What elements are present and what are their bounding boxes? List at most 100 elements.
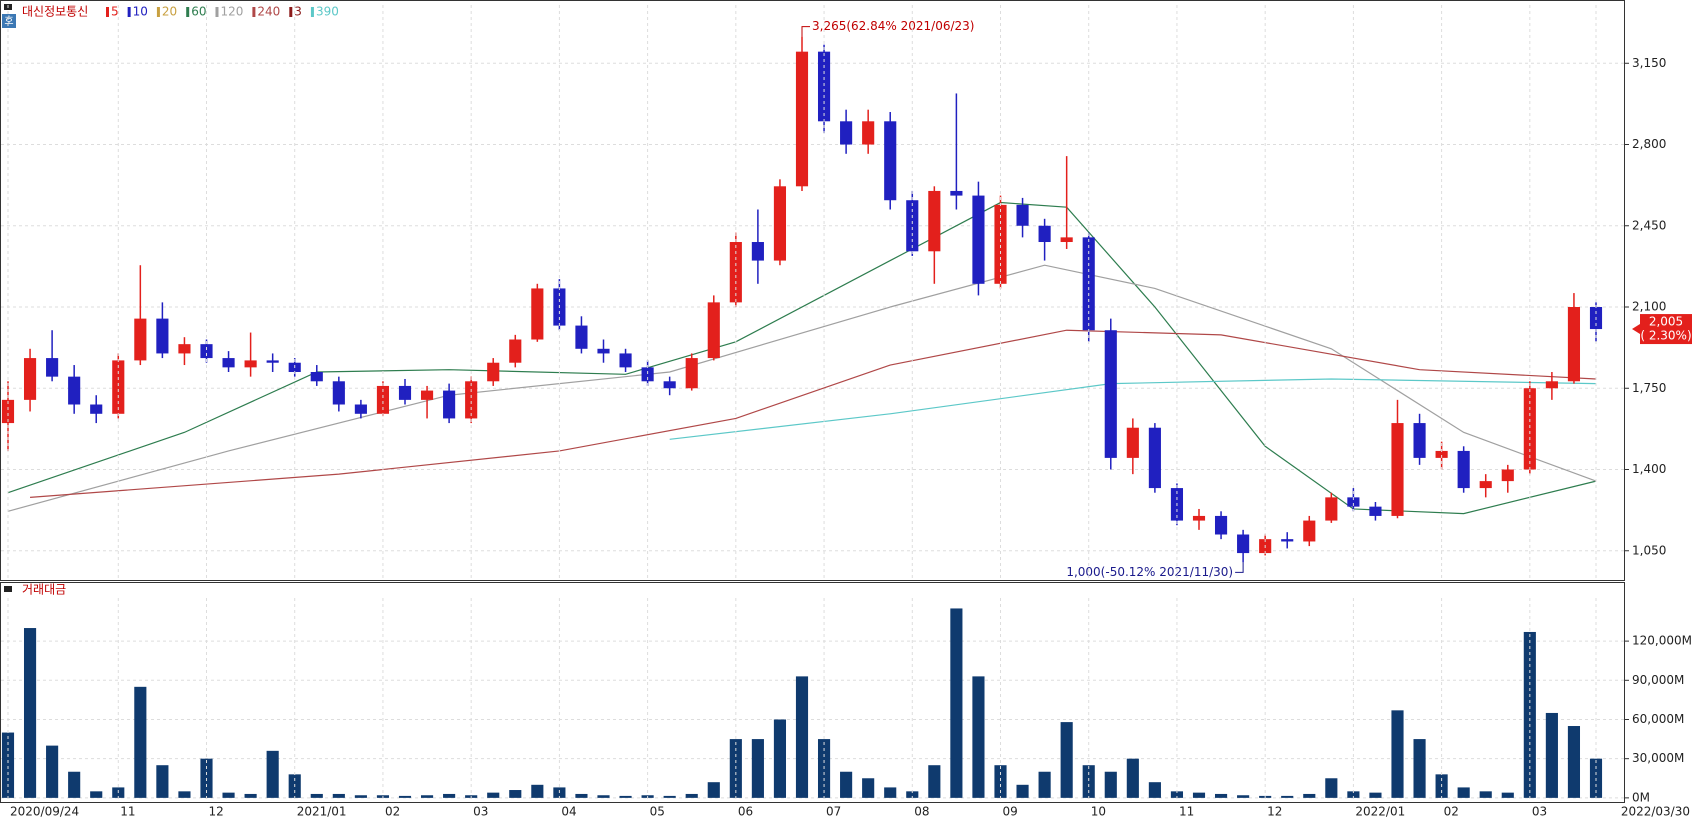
candle-body — [685, 358, 698, 389]
candle-body — [1104, 330, 1117, 458]
candle-body — [134, 318, 147, 361]
x-tick-label: 08 — [914, 805, 929, 819]
candle-body — [112, 360, 125, 414]
candle-body — [994, 204, 1007, 284]
candle-body — [46, 358, 59, 377]
x-tick-label: 2022/03/30 — [1621, 805, 1690, 819]
volume-bar — [1281, 795, 1294, 798]
candle-body — [23, 358, 37, 400]
volume-bar — [1126, 758, 1139, 798]
volume-bar — [928, 765, 941, 798]
volume-bar — [1170, 791, 1184, 798]
volume-bar — [332, 793, 345, 798]
volume-bar — [1082, 765, 1095, 798]
panel-icon — [4, 586, 12, 592]
candle-body — [156, 318, 169, 354]
volume-bar — [1, 732, 15, 798]
candle-body — [729, 242, 742, 303]
volume-bar — [994, 765, 1007, 798]
volume-bar — [862, 778, 875, 798]
volume-bar — [68, 771, 81, 798]
volume-bar — [156, 765, 169, 798]
candle-body — [531, 288, 544, 340]
candle-body — [950, 190, 963, 196]
x-tick-label: 02 — [385, 805, 400, 819]
candle-body — [244, 360, 257, 368]
candle-body — [1435, 450, 1448, 458]
candle-body — [1325, 497, 1338, 521]
candle-body — [1281, 539, 1294, 542]
x-tick-label: 04 — [561, 805, 576, 819]
legend-label: 390 — [316, 5, 339, 19]
candle-body — [707, 302, 720, 359]
volume-bar — [222, 792, 235, 798]
current-price: 2,005 — [1649, 315, 1683, 329]
volume-panel — [0, 582, 1625, 803]
candle-body — [575, 325, 588, 349]
volume-bar — [310, 793, 323, 798]
volume-bar — [950, 608, 963, 798]
x-tick-label: 12 — [1267, 805, 1282, 819]
candle-body — [1501, 469, 1514, 482]
candle-body — [972, 195, 985, 284]
candle-body — [332, 381, 345, 405]
side-button-label[interactable]: 호 — [4, 15, 13, 27]
candle-body — [906, 200, 919, 252]
volume-bar — [487, 792, 500, 798]
candle-body — [90, 404, 103, 414]
candle-body — [1479, 481, 1492, 489]
volume-bar — [597, 795, 610, 798]
y-tick-label: 60,000M — [1632, 712, 1684, 726]
candle-body — [1567, 307, 1581, 382]
y-tick-label: 2,800 — [1632, 137, 1666, 151]
candle-body — [178, 344, 191, 354]
legend-swatch — [215, 7, 219, 17]
x-tick-label: 11 — [1179, 805, 1194, 819]
volume-bar — [443, 793, 456, 798]
candle-body — [1457, 450, 1470, 489]
volume-bar — [354, 795, 367, 798]
volume-bar — [685, 793, 698, 798]
candle-body — [487, 362, 500, 382]
candle-body — [1347, 497, 1360, 507]
volume-bar — [266, 750, 279, 798]
x-tick-label: 05 — [650, 805, 665, 819]
legend-swatch — [186, 7, 190, 17]
candle-body — [266, 360, 279, 363]
volume-bar — [1479, 791, 1492, 798]
volume-bar — [906, 791, 919, 798]
volume-bar — [972, 676, 985, 798]
legend-label: 20 — [162, 5, 177, 19]
candle-body — [795, 51, 809, 187]
y-tick-label: 1,050 — [1632, 543, 1666, 557]
annotation: 1,000(-50.12% 2021/11/30) — [1066, 565, 1233, 579]
volume-bar — [1347, 791, 1360, 798]
volume-bar — [1457, 787, 1470, 798]
volume-bar — [1237, 795, 1250, 798]
moving-average — [7, 201, 1597, 515]
moving-average — [7, 264, 1597, 512]
x-tick-label: 09 — [1003, 805, 1018, 819]
candle-body — [1016, 204, 1029, 226]
volume-bar — [509, 790, 522, 798]
candle-body — [1237, 534, 1250, 554]
volume-bar — [531, 784, 544, 798]
candle-body — [376, 385, 390, 414]
legend-swatch — [310, 7, 314, 17]
volume-bar — [1148, 782, 1161, 798]
annotation-arrow — [1235, 562, 1244, 573]
candle-body — [1545, 381, 1558, 389]
x-tick-label: 2021/01 — [297, 805, 347, 819]
side-button[interactable] — [2, 14, 16, 28]
candle-body — [1148, 427, 1161, 489]
candle-body — [420, 390, 434, 400]
volume-bar — [23, 628, 37, 798]
legend-swatch — [106, 7, 109, 17]
volume-bar — [398, 795, 412, 798]
volume-bar — [1104, 771, 1117, 798]
candle-body — [1, 399, 15, 424]
candle-body — [1523, 388, 1536, 470]
volume-title: 거래대금 — [22, 583, 66, 597]
x-tick-label: 2020/09/24 — [10, 805, 79, 819]
candle-body — [398, 385, 412, 400]
